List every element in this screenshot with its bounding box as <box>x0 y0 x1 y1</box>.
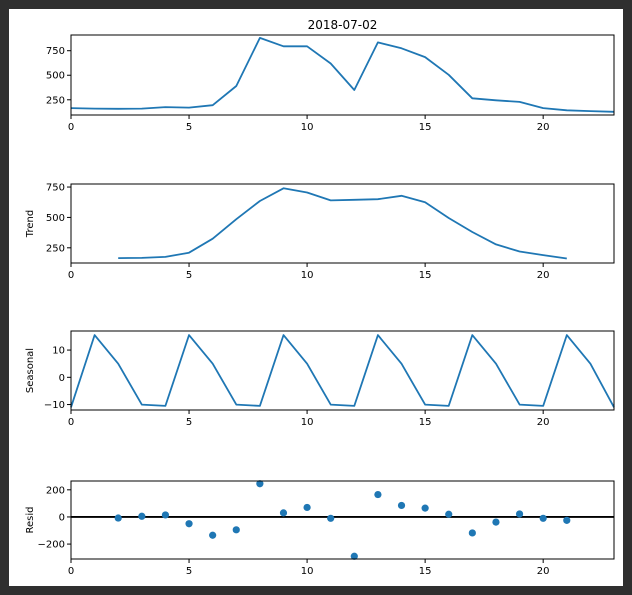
y-tick-label: 0 <box>59 373 65 384</box>
resid-point <box>303 503 311 512</box>
y-tick-label: 200 <box>46 485 65 496</box>
y-tick-label: 500 <box>46 213 65 224</box>
x-tick-label: 20 <box>537 566 550 577</box>
y-axis-label: Resid <box>25 507 36 534</box>
x-tick-label: 20 <box>537 122 550 133</box>
y-tick-label: 0 <box>59 512 65 523</box>
axes-frame <box>70 183 615 264</box>
panel-observed: 0 5 10 15 20 250 500 750 2018-07-02 <box>46 18 615 133</box>
y-tick-label: 250 <box>46 243 65 254</box>
resid-point <box>539 514 547 522</box>
resid-point <box>468 529 476 537</box>
y-tick-label: 750 <box>46 183 65 194</box>
resid-point <box>445 510 453 518</box>
resid-point <box>185 520 193 528</box>
x-tick-label: 15 <box>419 417 432 428</box>
resid-point <box>563 516 571 524</box>
resid-point <box>114 514 122 522</box>
series-line-observed <box>70 36 615 113</box>
x-tick-label: 10 <box>301 566 314 577</box>
x-tick-label: 5 <box>186 122 192 133</box>
x-tick-label: 20 <box>537 270 550 281</box>
y-tick-label: 500 <box>46 71 65 82</box>
panel-resid: 0 5 10 15 20 −200 0 200 Resid <box>25 480 615 577</box>
series-line-trend <box>118 187 567 260</box>
x-tick-label: 15 <box>419 566 432 577</box>
x-tick-label: 10 <box>301 270 314 281</box>
resid-point <box>397 501 406 510</box>
y-tick-label: 750 <box>46 46 65 57</box>
resid-point <box>327 514 335 522</box>
x-tick-label: 5 <box>186 566 192 577</box>
x-tick-label: 0 <box>68 122 74 133</box>
y-tick-label: 10 <box>52 346 65 357</box>
x-tick-label: 5 <box>186 270 192 281</box>
resid-point <box>350 552 358 560</box>
resid-point <box>256 480 264 488</box>
resid-point <box>209 531 217 539</box>
resid-point <box>232 526 240 534</box>
y-tick-label: 250 <box>46 95 65 106</box>
chart-title: 2018-07-02 <box>308 18 378 32</box>
y-axis-label: Seasonal <box>25 348 36 393</box>
y-tick-label: −10 <box>44 400 65 411</box>
resid-point <box>515 510 524 518</box>
resid-point <box>492 518 500 526</box>
axes-frame <box>70 34 615 116</box>
x-tick-label: 5 <box>186 417 192 428</box>
x-tick-label: 0 <box>68 270 74 281</box>
x-tick-label: 0 <box>68 566 74 577</box>
series-line-seasonal <box>70 334 615 408</box>
x-tick-label: 20 <box>537 417 550 428</box>
resid-point <box>421 504 429 512</box>
panel-trend: 0 5 10 15 20 250 500 750 Trend <box>25 183 615 281</box>
resid-point <box>161 511 170 519</box>
resid-point <box>138 512 146 520</box>
resid-point <box>374 490 382 499</box>
x-tick-label: 15 <box>419 270 432 281</box>
resid-point <box>279 509 288 517</box>
figure: 0 5 10 15 20 250 500 750 2018-07-02 0 5 10 15 20 250 50… <box>9 9 623 586</box>
axes-frame <box>70 480 615 560</box>
y-tick-label: −200 <box>38 540 65 551</box>
x-tick-label: 15 <box>419 122 432 133</box>
x-tick-label: 10 <box>301 417 314 428</box>
x-tick-label: 0 <box>68 417 74 428</box>
y-axis-label: Trend <box>25 210 36 238</box>
x-tick-label: 10 <box>301 122 314 133</box>
axes-frame <box>70 330 615 411</box>
